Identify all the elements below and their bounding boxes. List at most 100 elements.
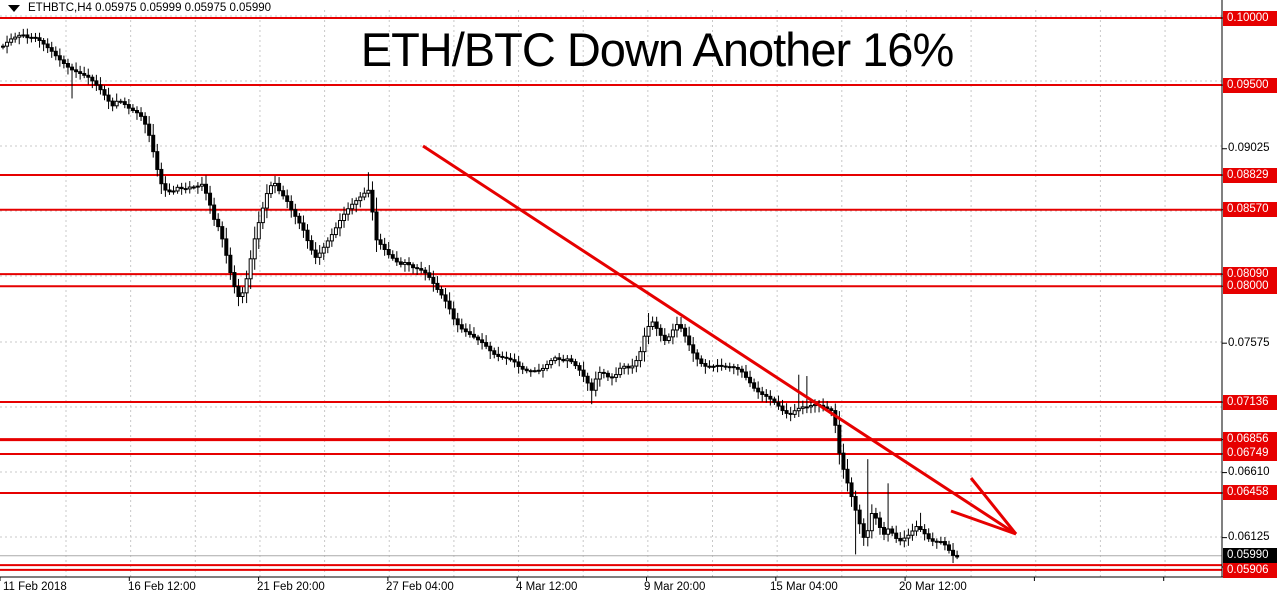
candle-body (240, 292, 245, 297)
candle-body (224, 238, 229, 256)
candle-body (374, 211, 379, 241)
candle-body (179, 186, 184, 190)
candle-body (451, 308, 456, 320)
candle-body (573, 361, 578, 367)
level-price-badge: 0.06458 (1223, 485, 1277, 501)
candle-body (175, 186, 180, 192)
candle-body (735, 367, 740, 370)
candle-body (951, 549, 956, 556)
candle-body (33, 36, 38, 39)
candle-body (630, 365, 635, 369)
candle-body (666, 336, 671, 341)
candle-body (463, 328, 468, 333)
level-price-badge: 0.08090 (1223, 266, 1277, 282)
candle-body (601, 371, 606, 374)
candle-body (841, 452, 846, 470)
date-label: 9 Mar 20:00 (644, 581, 706, 593)
candle-body (516, 361, 521, 367)
candle-body (476, 336, 481, 341)
candle-body (654, 321, 659, 329)
candle-body (126, 104, 131, 109)
candle-body (407, 262, 411, 266)
candle-body (57, 55, 62, 61)
candle-body (25, 34, 30, 39)
candle-body (800, 406, 805, 409)
candle-body (723, 365, 728, 368)
candle-body (143, 115, 148, 125)
candle-body (691, 344, 696, 354)
candle-body (390, 254, 395, 259)
candle-body (715, 364, 720, 367)
level-price-badge: 0.10000 (1223, 10, 1277, 26)
symbol-dropdown-icon[interactable] (8, 4, 20, 12)
candle-body (743, 371, 748, 378)
candle-body (902, 537, 907, 542)
candle-body (443, 294, 448, 302)
candle-body (277, 182, 282, 192)
candle-body (439, 288, 444, 296)
candle-body (845, 468, 850, 484)
date-label: 4 Mar 12:00 (516, 581, 578, 593)
candle-body (829, 408, 834, 412)
grid-price-label: 0.06610 (1228, 466, 1270, 479)
candle-body (394, 257, 399, 263)
candle-body (260, 207, 265, 224)
candle-body (545, 364, 550, 369)
candle-body (9, 38, 14, 43)
candle-body (321, 246, 326, 254)
candle-body (772, 398, 777, 403)
candle-body (256, 222, 261, 240)
candle-body (719, 364, 724, 367)
candle-body (492, 350, 497, 355)
candle-body (13, 36, 18, 40)
candle-body (419, 268, 424, 271)
candle-body (134, 109, 139, 114)
trend-line (422, 144, 1017, 536)
candle-body (187, 186, 192, 190)
level-price-badge: 0.08829 (1223, 167, 1277, 183)
candle-body (605, 372, 610, 378)
candle-body (350, 203, 355, 210)
candle-body (147, 123, 152, 136)
candle-body (760, 391, 765, 395)
trend-arrow-barb (969, 477, 1018, 535)
candle-body (626, 365, 631, 369)
candle-body (853, 496, 858, 511)
candle-body (228, 254, 233, 274)
level-price-badge: 0.08570 (1223, 202, 1277, 218)
candle-body (528, 370, 533, 373)
candle-body (894, 532, 899, 539)
candle-body (703, 363, 708, 367)
candle-body (301, 222, 306, 231)
candle-body (82, 72, 87, 76)
candle-body (212, 204, 217, 220)
candle-body (122, 101, 127, 106)
candle-body (711, 365, 716, 368)
candle-body (366, 189, 371, 194)
candle-body (151, 134, 156, 153)
candle-body (934, 540, 939, 543)
candle-body (638, 351, 643, 362)
candle-body (435, 282, 440, 290)
candle-body (618, 367, 623, 376)
candle-body (236, 286, 241, 297)
candle-body (589, 382, 594, 391)
level-price-badge: 0.05906 (1223, 562, 1277, 578)
candle-body (922, 528, 927, 535)
symbol-info-bar: ETHBTC,H4 0.05975 0.05999 0.05975 0.0599… (6, 1, 271, 15)
candle-body (471, 333, 476, 338)
candle-body (204, 183, 208, 194)
candle-body (106, 94, 111, 102)
candle-body (727, 366, 732, 369)
candle-body (906, 534, 911, 539)
candle-body (910, 530, 915, 536)
candle-body (195, 185, 200, 188)
candle-body (427, 272, 432, 278)
candle-body (496, 353, 501, 357)
candle-body (354, 200, 359, 205)
candle-body (679, 324, 684, 329)
candle-body (248, 258, 253, 280)
candle-body (882, 526, 887, 535)
candle-body (597, 371, 602, 380)
